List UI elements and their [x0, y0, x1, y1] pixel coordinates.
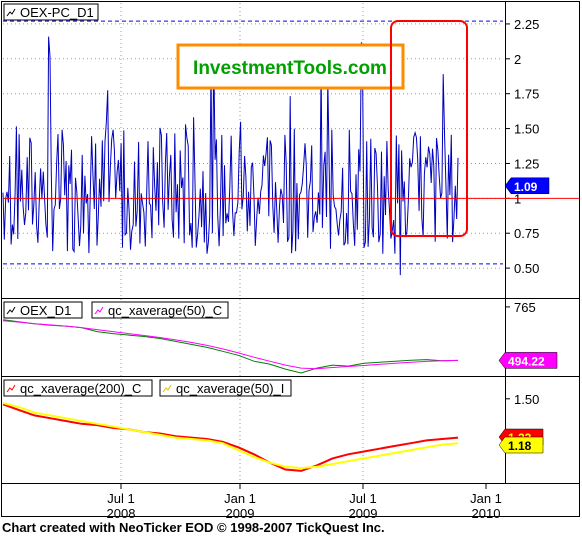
pc-y-tick-label: 1.50: [514, 122, 539, 137]
xavg200c-line: [2, 403, 459, 472]
oex-legend-box: [3, 301, 83, 319]
pc-y-tick-label: 1.25: [514, 156, 539, 171]
pc-y-tick-label: 2: [514, 52, 521, 67]
xavg200c-legend-icon: [6, 384, 16, 393]
pc-y-tick-label: 2.25: [514, 17, 539, 32]
pc-last-value: 1.09: [514, 180, 538, 194]
oex-last-value: 494.22: [508, 354, 545, 368]
pc-legend-box: [3, 3, 99, 21]
oex-last-value-tag: [498, 352, 558, 369]
x-year-label: 2008: [107, 506, 136, 521]
x-year-label: 2009: [349, 506, 378, 521]
chart-credit-footer: Chart created with NeoTicker EOD © 1998-…: [2, 520, 385, 535]
pc-legend-label: OEX-PC_D1: [20, 5, 94, 20]
oex-xavg50-line: [2, 320, 459, 370]
xavg50i-legend-label: qc_xaverage(50)_I: [176, 381, 284, 396]
x-tick-label: Jan 1: [224, 491, 256, 506]
x-tick-label: Jul 1: [107, 491, 134, 506]
pc-last-value-tag: [504, 177, 550, 195]
pc-ratio-line: [2, 36, 459, 276]
moving-average-pane: 1.501.221.18qc_xaverage(200)_Cqc_xaverag…: [2, 379, 544, 472]
pc-legend-icon: [6, 8, 16, 17]
x-tick-label: Jul 1: [349, 491, 376, 506]
watermark: InvestmentTools.com: [176, 43, 405, 90]
watermark-text: InvestmentTools.com: [193, 58, 387, 79]
pc-y-tick-label: 1.75: [514, 87, 539, 102]
oex-price-pane: 765 494.22 OEX_D1 qc_xaverage(50)_C: [2, 300, 558, 374]
xavg50i-last-value-tag: [498, 436, 544, 454]
xavg50i-last-value: 1.18: [508, 439, 532, 453]
x-year-label: 2010: [472, 506, 501, 521]
xavg50i-line: [2, 402, 459, 470]
oex-y-tick-label: 765: [514, 300, 536, 315]
ma-y-tick-label: 1.50: [514, 392, 539, 407]
x-year-label: 2009: [226, 506, 255, 521]
xavg200c-legend-label: qc_xaverage(200)_C: [20, 381, 141, 396]
oex-legend-label: OEX_D1: [20, 303, 71, 318]
oex-legend-icon: [6, 306, 16, 315]
xavg50c-legend-icon: [94, 306, 104, 315]
xavg50c-legend-box: [91, 301, 229, 319]
watermark-box: [176, 43, 405, 90]
xavg200c-legend-box: [3, 379, 153, 397]
x-tick-label: Jan 1: [470, 491, 502, 506]
highlight-box: [390, 20, 468, 237]
pc-y-tick-label: 0.75: [514, 226, 539, 241]
xavg50i-legend-icon: [162, 384, 172, 393]
pc-y-tick-label: 0.50: [514, 261, 539, 276]
xavg50i-legend-box: [159, 379, 292, 397]
xavg50c-legend-label: qc_xaverage(50)_C: [108, 303, 222, 318]
